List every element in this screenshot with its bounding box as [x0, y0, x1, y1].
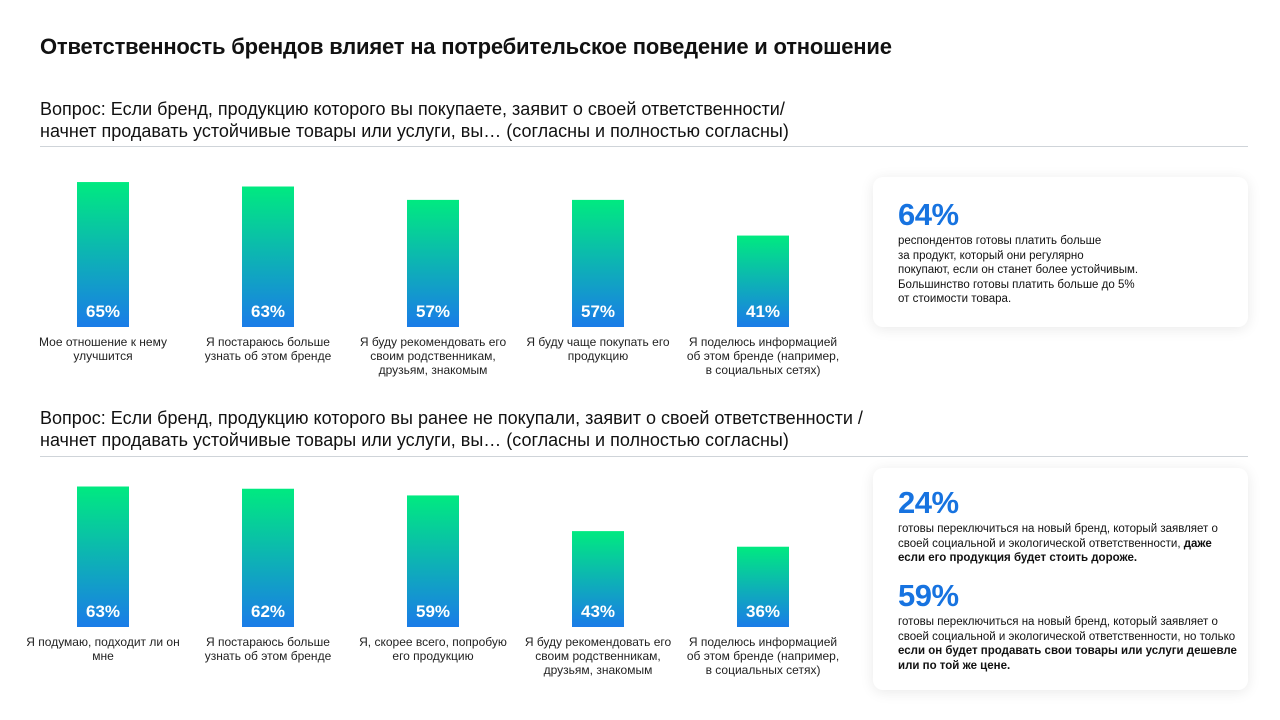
callout-text-line: респондентов готовы платить больше — [898, 235, 1102, 247]
bar-value-label: 57% — [416, 302, 450, 321]
category-label-line: Я постараюсь больше — [206, 335, 330, 349]
callout-text-line: за продукт, который они регулярно — [898, 249, 1084, 262]
bar-value-label: 41% — [746, 302, 780, 321]
bar-value-label: 43% — [581, 602, 615, 621]
category-label-line: Я буду чаще покупать его — [526, 335, 670, 349]
callout-text-normal: готовы переключиться на новый бренд, кот… — [898, 523, 1218, 550]
category-label-line: об этом бренде (например, — [686, 649, 840, 663]
category-label-line: Я подумаю, подходит ли он — [26, 635, 180, 649]
category-label-line: друзьям, знакомым — [378, 363, 488, 377]
category-label: Я буду чаще покупать его продукцию — [517, 335, 679, 363]
callout-text-normal: готовы переключиться на новый бренд, кот… — [898, 616, 1236, 643]
category-label: Я постараюсь больше узнать об этом бренде — [187, 335, 349, 363]
question-2: Вопрос: Если бренд, продукцию которого в… — [40, 407, 1040, 451]
callout-text-line: Большинство готовы платить больше до 5% — [898, 278, 1135, 291]
category-label-line: Я буду рекомендовать его — [359, 335, 507, 349]
divider-1 — [40, 146, 1248, 147]
category-label: Я поделюсь информацией об этом бренде (на… — [682, 335, 844, 377]
category-label-line: в социальных сетях) — [705, 663, 821, 677]
bar-4 — [572, 199, 624, 327]
category-label: Мое отношение к нему улучшится — [22, 335, 184, 363]
category-label-line: узнать об этом бренде — [204, 349, 332, 363]
category-label-line: своим родственникам, — [370, 349, 496, 363]
category-label-line: Я, скорее всего, попробую — [359, 635, 507, 649]
bar-2 — [242, 488, 294, 627]
question-2-line-1: Вопрос: Если бренд, продукцию которого в… — [40, 408, 863, 428]
category-label: Я подумаю, подходит ли он мне — [22, 635, 184, 663]
bar-1 — [77, 182, 129, 327]
question-1-line-1: Вопрос: Если бренд, продукцию которого в… — [40, 99, 785, 119]
category-label-line: Мое отношение к нему — [39, 335, 167, 349]
page-title: Ответственность брендов влияет на потреб… — [40, 34, 892, 59]
category-label-line: об этом бренде (например, — [686, 349, 840, 363]
category-label-line: Я постараюсь больше — [206, 635, 330, 649]
callout-text-line: от стоимости товара. — [898, 293, 1012, 305]
bar-3 — [407, 199, 459, 327]
callout-card-1: 64% респондентов готовы платить больше з… — [873, 177, 1248, 327]
bar-chart-2: 63% 62% 59% 43% 36% Я подумаю, подходит ли он… — [20, 470, 860, 685]
callout-stat-24: 24% — [898, 485, 959, 520]
bar-value-label: 63% — [86, 602, 120, 621]
category-label-line: его продукцию — [392, 649, 474, 663]
category-label-line: Я буду рекомендовать его — [524, 635, 672, 649]
category-label-line: друзьям, знакомым — [543, 663, 653, 677]
category-label: Я, скорее всего, попробую его продукцию — [352, 635, 514, 663]
callout-text-2b: готовы переключиться на новый бренд, кот… — [898, 615, 1238, 673]
callout-card-2: 24% готовы переключиться на новый бренд,… — [873, 468, 1248, 690]
category-label-line: узнать об этом бренде — [204, 649, 332, 663]
bar-value-label: 62% — [251, 602, 285, 621]
category-label-line: в социальных сетях) — [705, 363, 821, 377]
bar-3 — [407, 495, 459, 627]
divider-2 — [40, 456, 1248, 457]
category-label: Я буду рекомендовать его своим родственни… — [517, 635, 679, 677]
bar-5 — [737, 235, 789, 327]
bar-value-label: 63% — [251, 302, 285, 321]
callout-text-line: покупают, если он станет более устойчивы… — [898, 264, 1139, 276]
callout-text-1: респондентов готовы платить больше за пр… — [898, 234, 1238, 307]
category-label-line: мне — [92, 649, 114, 663]
question-1: Вопрос: Если бренд, продукцию которого в… — [40, 98, 1040, 142]
callout-text-2a: готовы переключиться на новый бренд, кот… — [898, 522, 1238, 566]
category-label-line: продукцию — [567, 349, 629, 363]
bar-5 — [737, 546, 789, 627]
bar-chart-svg: 65% 63% 57% 57% 41% — [77, 182, 789, 327]
bar-1 — [77, 486, 129, 627]
callout-text-bold: даже если его продукция будет стоить дор… — [898, 537, 1212, 565]
callout-stat-64: 64% — [898, 197, 959, 232]
question-1-line-2: начнет продавать устойчивые товары или у… — [40, 121, 789, 141]
category-label: Я постараюсь больше узнать об этом бренде — [187, 635, 349, 663]
category-label-line: улучшится — [73, 349, 133, 363]
bar-value-label: 65% — [86, 302, 120, 321]
bar-value-label: 36% — [746, 602, 780, 621]
bar-2 — [242, 186, 294, 327]
bar-value-label: 59% — [416, 602, 450, 621]
callout-text-bold: если он будет продавать свои товары или … — [898, 645, 1237, 672]
category-label: Я буду рекомендовать его своим родственни… — [352, 335, 514, 377]
category-label: Я поделюсь информацией об этом бренде (на… — [682, 635, 844, 677]
bar-4 — [572, 531, 624, 627]
question-2-line-2: начнет продавать устойчивые товары или у… — [40, 430, 789, 450]
callout-stat-59: 59% — [898, 578, 959, 613]
bar-chart-svg: 63% 62% 59% 43% 36% — [77, 486, 789, 627]
bar-value-label: 57% — [581, 302, 615, 321]
bar-chart-1: 65% 63% 57% 57% 41% Мое отношение к нему улучш… — [20, 170, 860, 385]
category-label-line: Я поделюсь информацией — [688, 635, 838, 649]
category-label-line: своим родственникам, — [535, 649, 661, 663]
category-label-line: Я поделюсь информацией — [688, 335, 838, 349]
